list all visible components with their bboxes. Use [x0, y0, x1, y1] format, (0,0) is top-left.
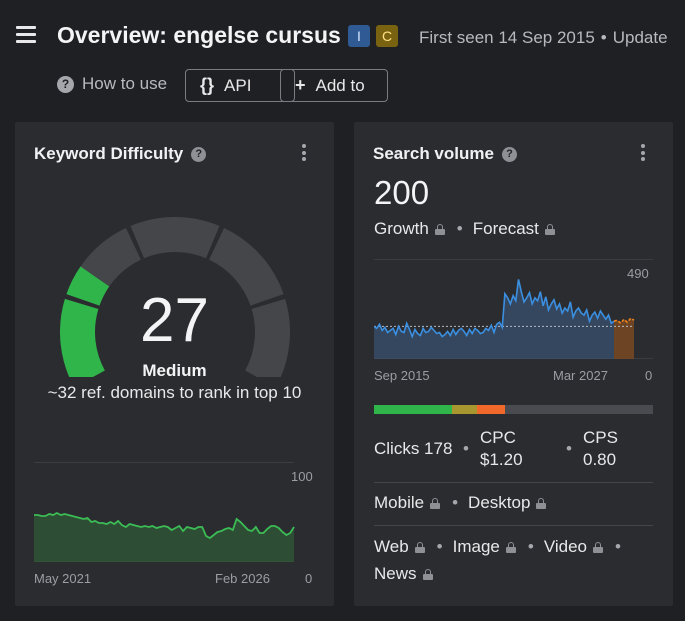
braces-icon: {}	[200, 75, 215, 95]
more-options-icon[interactable]	[302, 144, 308, 162]
search-volume-value: 200	[374, 174, 430, 211]
serp-feature-web[interactable]: Web	[374, 537, 409, 556]
cps-label: CPS	[583, 428, 618, 447]
help-icon[interactable]: ?	[191, 146, 207, 162]
cps-value: 0.80	[583, 450, 617, 469]
gauge-segment-empty	[209, 227, 284, 306]
cpc-label: CPC	[480, 428, 516, 447]
keyword-meta: First seen 14 Sep 2015 • Update	[419, 28, 668, 48]
separator-dot: •	[463, 439, 469, 458]
device-row: Mobile • Desktop	[374, 493, 548, 513]
traffic-distribution-bar	[374, 405, 653, 414]
help-icon[interactable]: ?	[501, 146, 517, 162]
meta-separator: •	[600, 28, 607, 47]
divider	[374, 482, 653, 483]
how-to-use-label: How to use	[82, 74, 168, 93]
separator-dot: •	[527, 537, 534, 556]
serp-feature-image[interactable]: Image	[452, 537, 500, 556]
updated-text: Update	[612, 28, 668, 47]
api-button-label: API	[224, 75, 252, 95]
serp-feature-video[interactable]: Video	[543, 537, 587, 556]
search-volume-area	[374, 279, 614, 359]
gauge-segment-empty	[130, 217, 220, 259]
intent-badge-commercial[interactable]: C	[376, 25, 398, 47]
separator-dot: •	[566, 439, 572, 458]
forecast-area	[614, 318, 634, 359]
search-volume-card: Search volume ? 200 Growth • Forecast 49…	[354, 122, 673, 606]
add-to-button[interactable]: + Add to	[280, 69, 388, 102]
desktop-label[interactable]: Desktop	[468, 493, 531, 512]
serp-features-row: Web • Image • Video •	[374, 537, 631, 557]
keyword-difficulty-card: Keyword Difficulty ? 27 Medium ~32 ref. …	[15, 122, 334, 606]
distribution-segment	[452, 405, 478, 414]
intent-badge-informational[interactable]: I	[348, 25, 370, 47]
mobile-label[interactable]: Mobile	[374, 493, 425, 512]
cpc-value: $1.20	[480, 450, 523, 469]
menu-icon[interactable]	[16, 26, 36, 44]
gauge-segment-filled	[66, 266, 110, 306]
overview-header: Overview: engelse cursus I C First seen …	[0, 0, 685, 112]
page-title: Overview: engelse cursus	[57, 22, 341, 48]
separator-dot: •	[436, 537, 443, 556]
distribution-segment	[477, 405, 506, 414]
add-to-button-label: Add to	[315, 75, 365, 95]
serp-feature-news[interactable]: News	[374, 564, 417, 583]
difficulty-y-max: 100	[291, 469, 313, 484]
separator-dot: •	[615, 537, 621, 556]
volume-x-end: Mar 2027	[553, 368, 608, 383]
growth-forecast-row: Growth • Forecast	[374, 219, 557, 239]
divider	[374, 525, 653, 526]
lock-icon	[536, 497, 547, 509]
keyword-difficulty-title: Keyword Difficulty ?	[34, 144, 207, 164]
help-icon: ?	[57, 75, 74, 93]
gauge-segment-empty	[245, 298, 290, 377]
search-volume-trend-chart[interactable]	[374, 259, 653, 359]
difficulty-level: Medium	[142, 361, 207, 380]
lock-icon	[414, 541, 425, 553]
keyword-difficulty-title-text: Keyword Difficulty	[34, 144, 184, 163]
gauge-segment-filled	[60, 298, 105, 377]
gauge-segment-empty	[80, 227, 141, 287]
search-volume-title-text: Search volume	[373, 144, 494, 163]
difficulty-x-start: May 2021	[34, 571, 92, 586]
difficulty-trend-line	[34, 511, 295, 540]
cpc-metric: CPC $1.20	[480, 427, 523, 471]
plus-icon: +	[295, 75, 306, 95]
lock-icon	[434, 223, 445, 235]
difficulty-y-min: 0	[305, 571, 313, 586]
separator-dot: •	[456, 219, 463, 238]
volume-y-max: 490	[627, 266, 649, 281]
distribution-segment	[505, 405, 653, 414]
more-options-icon[interactable]	[641, 144, 647, 162]
serp-features-row-2: News	[374, 564, 435, 584]
growth-label[interactable]: Growth	[374, 219, 429, 238]
how-to-use-link[interactable]: ? How to use	[57, 74, 167, 94]
clicks-metric: Clicks 178	[374, 439, 453, 458]
api-button[interactable]: {} API	[185, 69, 295, 102]
volume-x-start: Sep 2015	[374, 368, 430, 383]
lock-icon	[505, 541, 516, 553]
difficulty-description: ~32 ref. domains to rank in top 10	[47, 383, 302, 402]
lock-icon	[593, 541, 603, 553]
separator-dot: •	[452, 493, 459, 512]
lock-icon	[430, 497, 441, 509]
forecast-label[interactable]: Forecast	[472, 219, 539, 238]
difficulty-gauge	[60, 217, 290, 377]
distribution-segment	[374, 405, 453, 414]
volume-y-min: 0	[645, 368, 653, 383]
lock-icon	[422, 568, 433, 580]
cps-metric: CPS 0.80	[583, 427, 618, 471]
search-volume-title: Search volume ?	[373, 144, 517, 164]
lock-icon	[544, 223, 555, 235]
difficulty-trend-area	[34, 513, 294, 562]
search-volume-line	[374, 279, 615, 339]
first-seen-text: First seen 14 Sep 2015	[419, 28, 595, 47]
difficulty-trend-chart[interactable]	[34, 462, 315, 562]
difficulty-x-end: Feb 2026	[215, 571, 270, 586]
difficulty-score: 27	[140, 286, 209, 355]
